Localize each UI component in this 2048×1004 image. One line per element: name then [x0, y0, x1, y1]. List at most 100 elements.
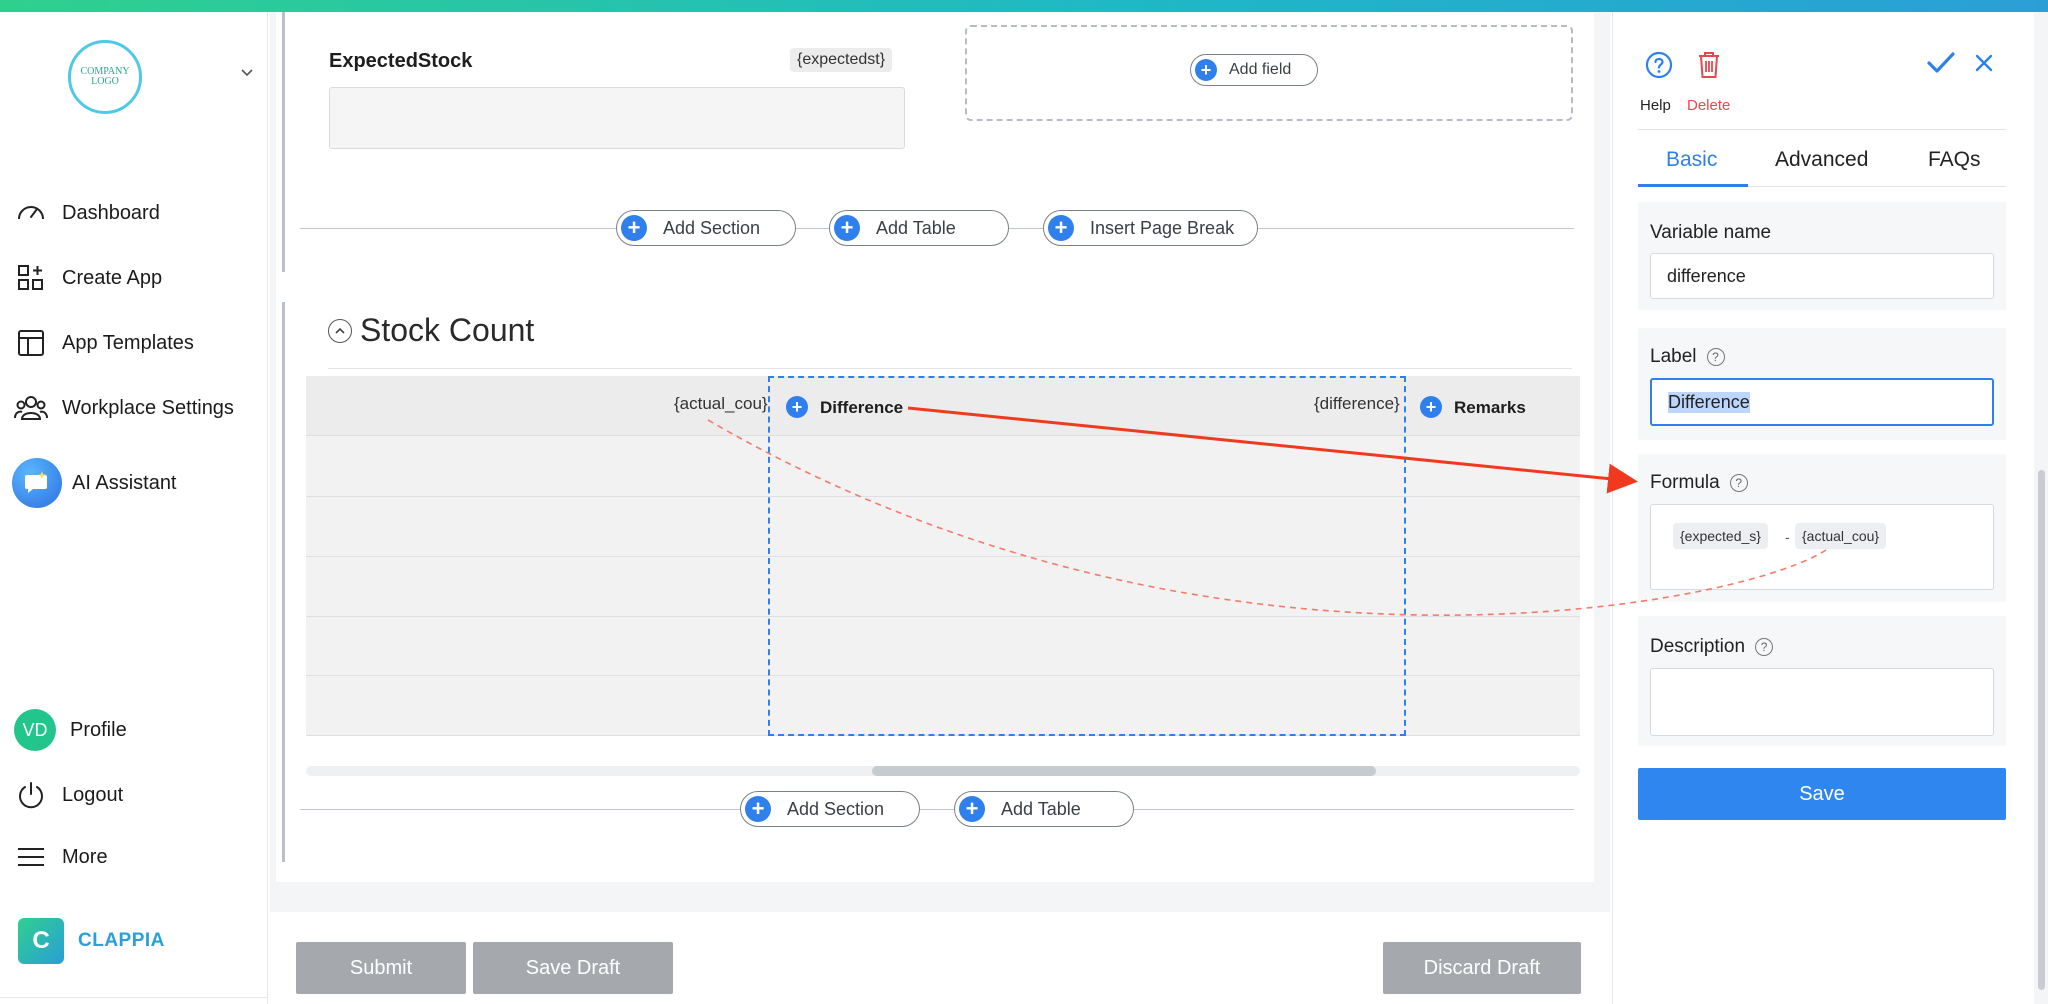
- delete-label[interactable]: Delete: [1687, 97, 1731, 114]
- ai-assistant-icon: [12, 458, 62, 508]
- question-mark-icon[interactable]: ?: [1706, 348, 1725, 366]
- sidebar-item-label: Profile: [70, 718, 127, 741]
- tab-advanced[interactable]: Advanced: [1775, 148, 1869, 171]
- sidebar: COMPANY LOGO Dashboard Create App App Te…: [0, 12, 268, 1004]
- section-underline: [328, 368, 1572, 369]
- horizontal-scrollbar-thumb[interactable]: [872, 766, 1376, 776]
- sidebar-item-workplace-settings[interactable]: Workplace Settings: [14, 391, 234, 425]
- templates-icon: [14, 326, 48, 360]
- sidebar-item-logout[interactable]: Logout: [14, 778, 123, 812]
- column-header-remarks[interactable]: Remarks: [1454, 398, 1526, 417]
- close-icon[interactable]: [1974, 53, 1994, 73]
- sidebar-item-label: Create App: [62, 266, 163, 289]
- field-label: ExpectedStock: [329, 50, 473, 72]
- sidebar-item-profile[interactable]: VD Profile: [14, 709, 127, 751]
- checkmark-icon[interactable]: [1926, 50, 1956, 76]
- label-field-label-text: Label: [1650, 346, 1697, 367]
- clappia-logo-icon: C: [18, 918, 64, 964]
- selected-column-outline[interactable]: [768, 376, 1406, 736]
- insert-page-break-button[interactable]: + Insert Page Break: [1043, 210, 1258, 246]
- sidebar-item-ai-assistant[interactable]: AI Assistant: [12, 458, 177, 508]
- sidebar-item-label: Workplace Settings: [62, 396, 234, 419]
- add-column-plus-icon[interactable]: +: [786, 396, 808, 418]
- company-logo[interactable]: COMPANY LOGO: [68, 40, 142, 114]
- description-label-text: Description: [1650, 636, 1746, 657]
- plus-icon: +: [1048, 215, 1074, 241]
- form-canvas: ExpectedStock {expectedst} + Add field +…: [270, 12, 1610, 1004]
- section-left-rule: [282, 302, 285, 862]
- field-variable-tag: {expectedst}: [790, 48, 893, 72]
- variable-name-input[interactable]: difference: [1650, 253, 1994, 299]
- sidebar-divider: [0, 997, 268, 998]
- company-logo-text: COMPANY LOGO: [80, 66, 130, 87]
- sidebar-item-label: Dashboard: [62, 201, 160, 224]
- add-column-plus-icon[interactable]: +: [1420, 396, 1442, 418]
- save-button[interactable]: Save: [1638, 768, 2006, 820]
- formula-variable-chip[interactable]: {expected_s}: [1673, 523, 1768, 549]
- sidebar-item-more[interactable]: More: [14, 840, 108, 874]
- panel-scrollbar-thumb[interactable]: [2038, 470, 2045, 990]
- chevron-up-icon[interactable]: [328, 318, 352, 343]
- discard-draft-button[interactable]: Discard Draft: [1383, 942, 1581, 994]
- submit-button[interactable]: Submit: [296, 942, 466, 994]
- add-section-button[interactable]: + Add Section: [740, 791, 920, 827]
- sidebar-item-label: AI Assistant: [72, 471, 177, 494]
- save-draft-button[interactable]: Save Draft: [473, 942, 673, 994]
- panel-divider: [1638, 129, 2006, 130]
- sidebar-item-label: More: [62, 845, 108, 868]
- add-table-button[interactable]: + Add Table: [829, 210, 1009, 246]
- plus-icon: +: [959, 796, 985, 822]
- tab-faqs[interactable]: FAQs: [1928, 148, 1981, 171]
- label-input[interactable]: Difference: [1650, 378, 1994, 426]
- add-table-button[interactable]: + Add Table: [954, 791, 1134, 827]
- variable-name-label: Variable name: [1650, 222, 1772, 243]
- plus-icon: +: [621, 215, 647, 241]
- add-section-label: Add Section: [787, 798, 885, 819]
- sidebar-item-dashboard[interactable]: Dashboard: [14, 196, 160, 230]
- gauge-icon: [14, 196, 48, 230]
- add-section-button[interactable]: + Add Section: [616, 210, 796, 246]
- formula-label: Formula?: [1650, 472, 1748, 494]
- trash-icon[interactable]: [1696, 50, 1722, 80]
- column-header-difference[interactable]: Difference: [820, 398, 904, 417]
- clappia-brand: C CLAPPIA: [18, 918, 165, 964]
- add-section-label: Add Section: [663, 217, 761, 238]
- help-label[interactable]: Help: [1640, 97, 1671, 114]
- question-mark-icon[interactable]: ?: [1729, 474, 1748, 492]
- sidebar-item-label: Logout: [62, 783, 124, 806]
- formula-operator: -: [1785, 529, 1790, 545]
- sidebar-item-label: App Templates: [62, 331, 194, 354]
- help-icon[interactable]: [1644, 50, 1674, 80]
- chevron-down-icon[interactable]: [240, 66, 254, 80]
- description-label: Description?: [1650, 636, 1774, 658]
- section-title: Stock Count: [360, 312, 535, 348]
- formula-variable-chip[interactable]: {actual_cou}: [1795, 523, 1887, 549]
- insert-page-break-label: Insert Page Break: [1090, 217, 1235, 238]
- tab-basic[interactable]: Basic: [1666, 148, 1718, 171]
- expected-stock-input[interactable]: [329, 87, 905, 149]
- top-gradient-bar: [0, 0, 2048, 12]
- add-field-label: Add field: [1229, 61, 1292, 78]
- add-field-dropzone[interactable]: + Add field: [965, 25, 1573, 121]
- divider-line: [300, 809, 1574, 810]
- avatar: VD: [14, 709, 56, 751]
- section-left-rule: [282, 12, 285, 272]
- sidebar-item-create-app[interactable]: Create App: [14, 261, 162, 295]
- plus-icon: +: [834, 215, 860, 241]
- brand-name: CLAPPIA: [78, 930, 165, 951]
- section-header[interactable]: Stock Count: [328, 312, 534, 349]
- label-input-selected-text: Difference: [1668, 391, 1750, 413]
- add-field-button[interactable]: + Add field: [1190, 54, 1318, 86]
- formula-label-text: Formula: [1650, 472, 1720, 493]
- label-card: Label? Difference: [1638, 328, 2006, 440]
- formula-card: Formula? {expected_s} - {actual_cou}: [1638, 454, 2006, 602]
- formula-editor[interactable]: {expected_s} - {actual_cou}: [1650, 504, 1994, 590]
- label-field-label: Label?: [1650, 346, 1725, 368]
- table-row: [306, 616, 1580, 617]
- variable-name-card: Variable name difference: [1638, 202, 2006, 310]
- active-tab-indicator: [1638, 184, 1748, 187]
- question-mark-icon[interactable]: ?: [1755, 638, 1774, 656]
- column-variable-tag: {actual_cou}: [674, 394, 768, 413]
- sidebar-item-app-templates[interactable]: App Templates: [14, 326, 194, 360]
- description-input[interactable]: [1650, 668, 1994, 736]
